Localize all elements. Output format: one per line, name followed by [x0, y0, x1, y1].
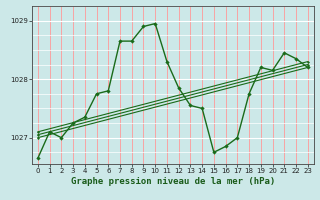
- X-axis label: Graphe pression niveau de la mer (hPa): Graphe pression niveau de la mer (hPa): [71, 177, 275, 186]
